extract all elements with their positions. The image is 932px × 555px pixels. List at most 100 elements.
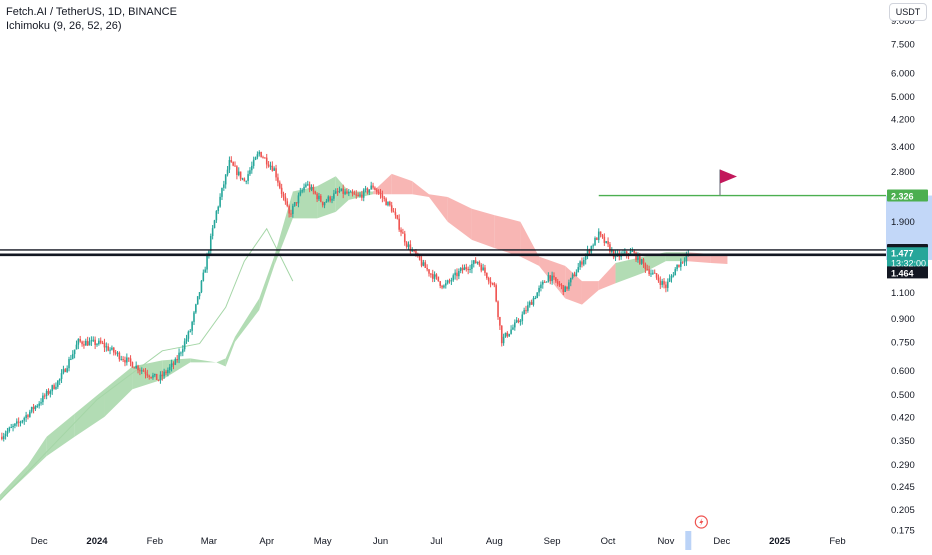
candle-body	[510, 329, 512, 334]
candle-up	[348, 188, 350, 197]
candle-up	[458, 268, 460, 280]
candle-down	[655, 273, 658, 280]
candle-body	[77, 338, 80, 345]
candle-body	[43, 395, 46, 397]
candle-up	[515, 317, 518, 324]
y-tick-label: 0.175	[891, 526, 915, 537]
indicator-label[interactable]: Ichimoku (9, 26, 52, 26)	[6, 20, 122, 32]
candle-body	[379, 192, 382, 195]
x-tick-label: Mar	[201, 536, 217, 547]
candle-up	[174, 357, 177, 366]
candle-body	[338, 190, 341, 192]
symbol-title[interactable]: Fetch.AI / TetherUS, 1D, BINANCE	[6, 6, 177, 18]
candle-body	[200, 280, 203, 293]
candle-body	[349, 191, 352, 193]
candle-body	[6, 430, 9, 434]
candle-up	[193, 310, 195, 326]
candle-down	[648, 265, 650, 277]
candle-body	[674, 269, 677, 276]
time-range-highlight	[685, 531, 692, 550]
candle-up	[159, 371, 162, 384]
candle-up	[57, 380, 59, 389]
candle-up	[407, 241, 410, 250]
candle-down	[681, 261, 684, 265]
candle-up	[344, 189, 346, 196]
candle-up	[140, 367, 143, 375]
candle-down	[47, 388, 50, 396]
candle-body	[66, 368, 68, 372]
candle-body	[418, 255, 421, 260]
lightning-glyph	[699, 518, 704, 526]
candle-body	[638, 254, 641, 264]
lagging-span-line	[0, 227, 294, 501]
candle-body	[413, 250, 415, 252]
candle-body	[515, 320, 518, 323]
candle-down	[286, 198, 289, 208]
x-tick-label: Sep	[544, 536, 561, 547]
candle-body	[144, 371, 147, 374]
candle-body	[224, 174, 227, 185]
candle-body	[271, 165, 274, 171]
candle-up	[189, 329, 192, 333]
candle-body	[118, 352, 121, 360]
candle-body	[584, 255, 587, 261]
candle-up	[36, 404, 39, 408]
candle-body	[583, 260, 585, 265]
candle-up	[362, 188, 365, 202]
candle-body	[480, 264, 483, 271]
candle-up	[482, 263, 484, 271]
candle-down	[389, 200, 391, 207]
candle-body	[484, 267, 486, 273]
candle-body	[329, 196, 331, 201]
candle-down	[103, 338, 106, 352]
candle-down	[487, 276, 490, 285]
candle-down	[678, 264, 680, 268]
candle-up	[25, 411, 27, 422]
candle-body	[96, 344, 98, 346]
candle-body	[389, 201, 391, 206]
candle-body	[305, 184, 307, 187]
candle-up	[471, 260, 473, 274]
cloud-segment-bull	[615, 256, 644, 284]
candle-body	[14, 423, 16, 426]
candle-body	[73, 349, 76, 355]
candle-body	[254, 157, 257, 160]
candle-body	[262, 157, 264, 159]
candle-up	[292, 203, 294, 218]
candle-body	[431, 273, 434, 279]
candle-body	[482, 267, 484, 271]
candle-up	[256, 151, 259, 160]
candle-up	[109, 347, 111, 355]
x-tick-label: Feb	[829, 536, 845, 547]
candle-body	[239, 171, 242, 179]
candle-body	[581, 261, 583, 265]
candle-down	[517, 318, 520, 324]
candle-body	[112, 347, 115, 353]
candle-body	[32, 406, 35, 410]
candle-body	[668, 278, 671, 282]
candle-body	[23, 417, 26, 421]
candle-body	[342, 188, 345, 194]
candle-body	[500, 325, 503, 344]
candle-up	[30, 406, 33, 414]
candle-body	[195, 304, 197, 313]
x-tick-label: Dec	[31, 536, 48, 547]
candle-body	[334, 191, 337, 194]
candle-body	[260, 151, 262, 158]
candle-down	[17, 417, 20, 427]
x-tick-label: 2025	[769, 536, 791, 547]
candle-down	[112, 346, 115, 356]
candle-body	[42, 395, 44, 403]
candle-down	[148, 374, 151, 380]
candle-body	[64, 369, 67, 372]
candle-body	[476, 261, 479, 264]
candle-body	[648, 269, 650, 275]
candle-up	[476, 261, 479, 265]
candle-body	[159, 374, 162, 381]
candle-body	[555, 277, 557, 282]
candle-down	[137, 364, 139, 374]
currency-button[interactable]: USDT	[889, 3, 927, 21]
candle-down	[351, 189, 354, 197]
